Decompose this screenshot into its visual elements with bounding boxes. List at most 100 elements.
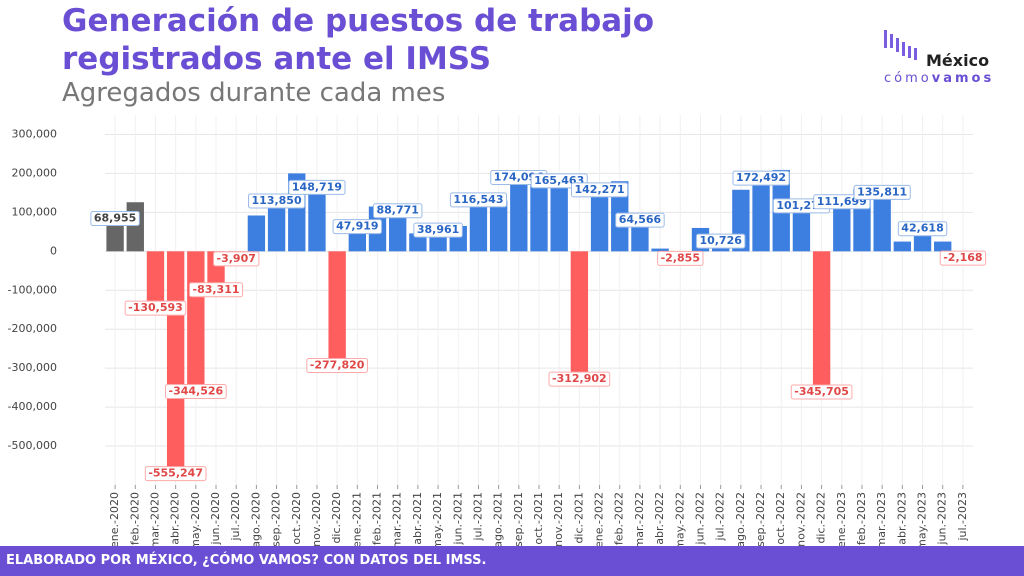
bar xyxy=(187,251,205,386)
value-label-box xyxy=(288,179,346,195)
value-label: -130,593 xyxy=(124,300,187,316)
value-label-box xyxy=(248,193,306,209)
x-tick-label: nov.-2020 xyxy=(310,492,323,546)
x-tick-label: may.-2023 xyxy=(916,492,929,546)
value-label-text: -83,311 xyxy=(193,283,240,296)
value-label-text: -277,820 xyxy=(310,359,365,372)
value-label-text: -3,907 xyxy=(217,252,256,265)
bar xyxy=(812,251,831,386)
value-label: 47,919 xyxy=(332,219,383,235)
value-label-text: 38,961 xyxy=(417,223,459,236)
value-label-text: -130,593 xyxy=(128,301,183,314)
value-label-box xyxy=(332,219,383,235)
x-tick-label: jun.-2021 xyxy=(451,492,464,545)
x-tick-label: jun.-2022 xyxy=(693,492,706,545)
value-label-text: -2,168 xyxy=(943,251,982,264)
value-label: 116,543 xyxy=(449,192,507,208)
x-tick-label: sep.-2020 xyxy=(270,492,283,546)
bar xyxy=(510,183,528,252)
value-label: 68,955 xyxy=(90,210,140,226)
logo: México cómovamos xyxy=(884,30,994,86)
value-label-box xyxy=(372,203,423,219)
value-label: -344,526 xyxy=(165,383,227,399)
x-tick-label: feb.-2023 xyxy=(855,492,868,545)
x-tick-label: abr.-2020 xyxy=(169,492,182,545)
x-tick-label: feb.-2020 xyxy=(128,492,141,545)
value-label-text: -2,855 xyxy=(661,251,700,264)
bar xyxy=(389,216,407,252)
value-label-text: 116,543 xyxy=(453,193,503,206)
subtitle: Agregados durante cada mes xyxy=(62,78,446,108)
value-label-text: 10,726 xyxy=(699,234,742,247)
bar xyxy=(328,251,346,360)
value-label-box xyxy=(213,251,260,267)
x-tick-label: dic.-2022 xyxy=(815,492,828,544)
value-label-text: -555,247 xyxy=(148,467,203,480)
logo-text: cómovamos xyxy=(884,71,994,86)
x-tick-label: oct.-2021 xyxy=(532,492,545,545)
bar xyxy=(833,207,851,252)
bar xyxy=(267,206,286,252)
x-tick-label: jul.-2022 xyxy=(714,492,727,542)
x-tick-label: ene.-2023 xyxy=(835,492,848,546)
y-tick-label: 100,000 xyxy=(12,205,58,218)
value-label-box xyxy=(189,282,244,298)
bar xyxy=(126,202,144,252)
value-label-box xyxy=(124,300,187,316)
bar xyxy=(590,195,609,252)
y-tick-label: -400,000 xyxy=(8,400,57,413)
bar xyxy=(308,193,326,252)
title-line: registrados ante el IMSS xyxy=(62,41,492,77)
bar xyxy=(913,234,932,252)
value-label: -3,907 xyxy=(213,251,260,267)
x-tick-label: abr.-2022 xyxy=(653,492,666,545)
value-label: -277,820 xyxy=(306,358,368,374)
value-label: -312,902 xyxy=(548,371,611,387)
bar xyxy=(873,198,891,252)
value-label: 88,771 xyxy=(372,203,423,219)
x-tick-label: mar.-2022 xyxy=(633,492,646,546)
value-label: 142,271 xyxy=(571,182,629,198)
y-tick-label: 300,000 xyxy=(12,127,58,140)
value-label-text: 68,955 xyxy=(94,211,136,224)
logo-word: cómo xyxy=(884,71,932,86)
x-tick-label: jul.-2020 xyxy=(229,492,242,542)
title: Generación de puestos de trabajo registra… xyxy=(62,2,654,78)
value-label-box xyxy=(144,466,207,482)
value-label: 10,726 xyxy=(695,233,746,249)
x-tick-label: may.-2022 xyxy=(673,492,686,546)
value-label-box xyxy=(306,358,368,374)
x-tick-label: jun.-2023 xyxy=(936,492,949,545)
x-tick-label: ene.-2021 xyxy=(350,492,363,546)
x-tick-label: jul.-2023 xyxy=(956,492,969,542)
bar xyxy=(550,186,568,252)
x-tick-label: dic.-2021 xyxy=(572,492,585,544)
value-label-box xyxy=(790,384,853,400)
x-tick-label: ene.-2022 xyxy=(593,492,606,546)
x-tick-label: feb.-2021 xyxy=(371,492,384,545)
value-label: 64,566 xyxy=(615,212,665,228)
x-tick-label: abr.-2023 xyxy=(895,492,908,545)
value-label-box xyxy=(413,222,463,238)
x-tick-label: ago.-2020 xyxy=(249,492,262,546)
value-label-box xyxy=(571,182,629,198)
x-tick-label: abr.-2021 xyxy=(411,492,424,545)
value-label-box xyxy=(695,233,746,249)
value-label-box xyxy=(657,250,704,266)
value-label-box xyxy=(165,383,227,399)
bar xyxy=(530,183,548,252)
bar xyxy=(792,211,811,252)
value-label-text: 64,566 xyxy=(619,213,662,226)
value-label-box xyxy=(732,170,790,186)
x-tick-label: nov.-2022 xyxy=(794,492,807,546)
value-label: 113,850 xyxy=(248,193,306,209)
bar xyxy=(752,184,770,252)
value-label: 135,811 xyxy=(853,184,911,200)
x-tick-label: jun.-2020 xyxy=(209,492,222,545)
x-tick-label: may.-2020 xyxy=(189,492,202,546)
x-tick-label: jul.-2021 xyxy=(471,492,484,542)
x-tick-label: feb.-2022 xyxy=(613,492,626,545)
bar xyxy=(711,247,730,252)
value-label-box xyxy=(853,184,911,200)
x-tick-label: mar.-2023 xyxy=(875,492,888,546)
